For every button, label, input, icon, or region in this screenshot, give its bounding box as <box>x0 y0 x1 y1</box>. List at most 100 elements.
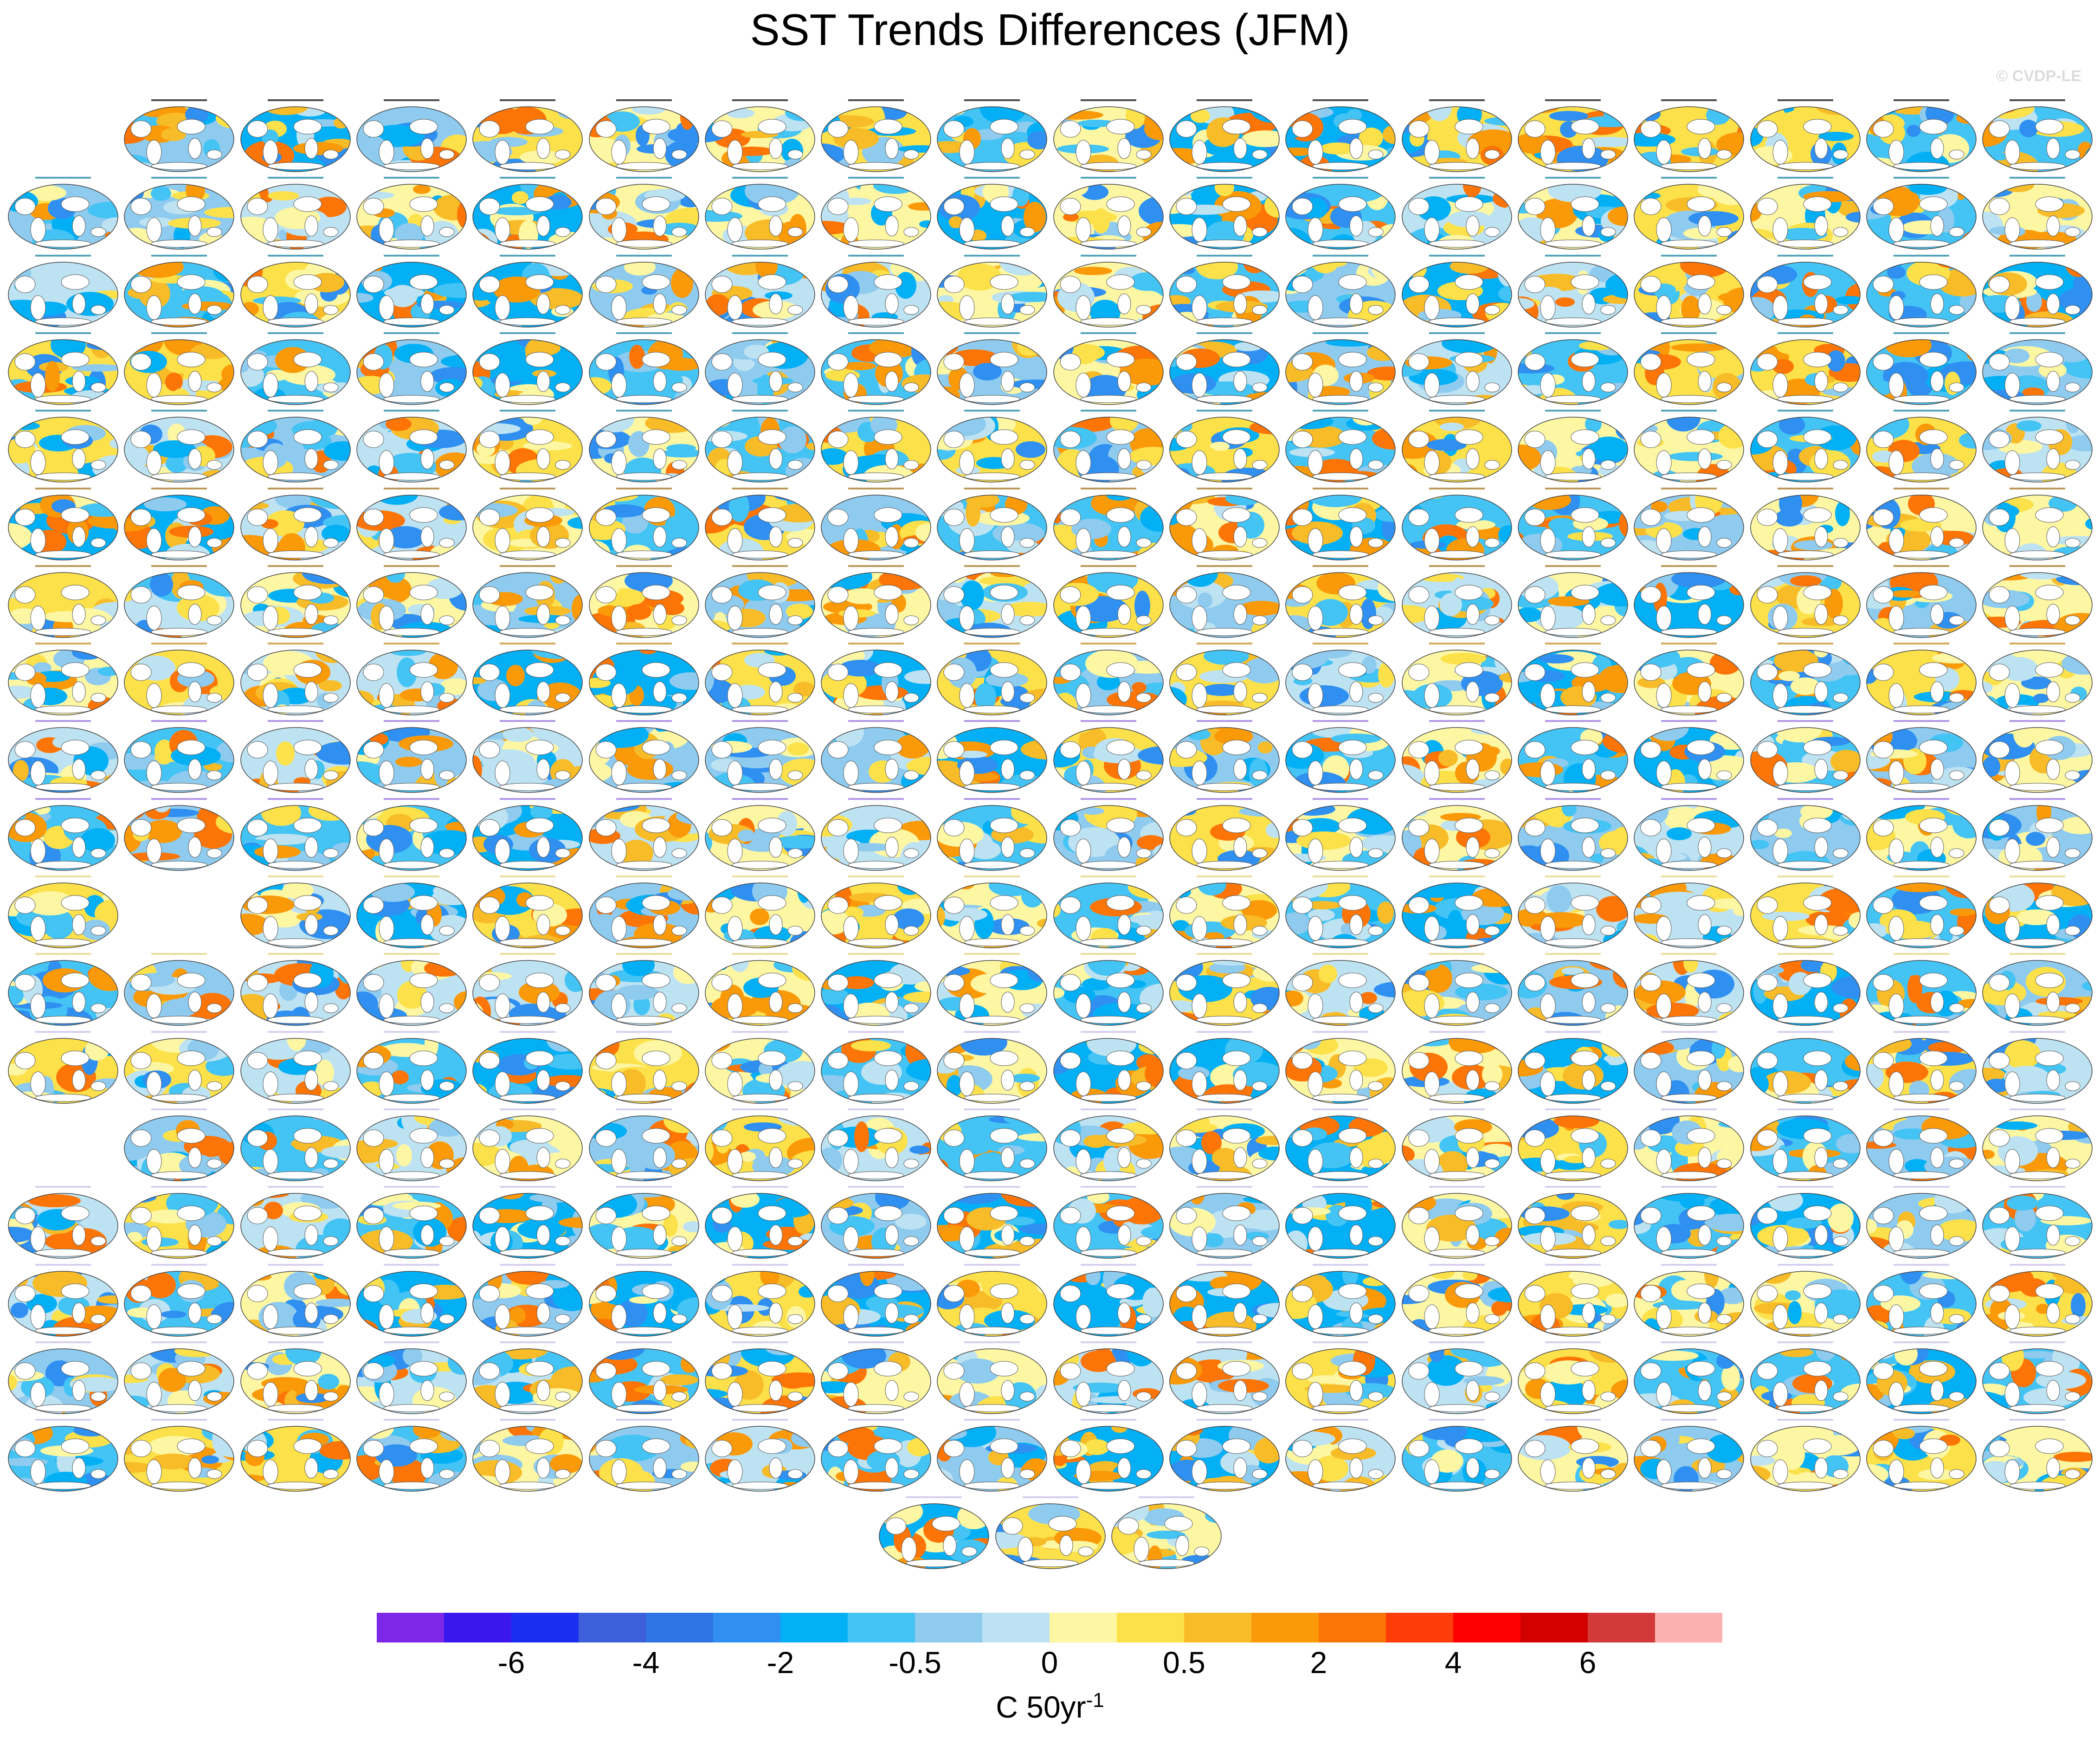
map-panel <box>1167 640 1282 719</box>
map-panel <box>934 1261 1050 1340</box>
map-panel <box>1399 329 1514 408</box>
map-panel <box>238 562 353 641</box>
map-panel <box>238 1339 353 1417</box>
map-panel <box>6 329 121 408</box>
map-panel <box>238 1261 353 1340</box>
map-panel <box>1980 562 2095 641</box>
map-panel <box>1748 174 1863 253</box>
map-panel <box>1864 1183 1979 1262</box>
map-panel <box>702 1028 818 1107</box>
map-panel <box>1399 407 1514 486</box>
map-panel <box>1051 329 1166 408</box>
map-panel <box>1515 950 1630 1029</box>
map-panel <box>1283 795 1398 874</box>
map-panel <box>1051 485 1166 564</box>
map-panel <box>1631 97 1746 175</box>
map-panel <box>702 97 818 175</box>
map-panel <box>1864 640 1979 719</box>
map-panel <box>354 1339 469 1417</box>
map-panel <box>1980 640 2095 719</box>
map-panel <box>122 1416 237 1495</box>
map-panel <box>6 407 121 486</box>
map-panel <box>354 795 469 874</box>
watermark: © CVDP-LE <box>1996 67 2081 85</box>
map-panel <box>238 329 353 408</box>
colorbar-tick-label: -2 <box>767 1645 794 1680</box>
map-panel <box>1051 717 1166 796</box>
map-panel <box>1399 1106 1514 1185</box>
map-panel <box>1515 1416 1630 1495</box>
map-panel <box>586 485 702 564</box>
map-panel <box>934 407 1050 486</box>
map-panel <box>1283 97 1398 175</box>
map-panel <box>238 97 353 175</box>
map-panel <box>993 1494 1108 1572</box>
colorbar-box <box>1386 1613 1453 1642</box>
map-panel <box>354 252 469 331</box>
colorbar-box <box>579 1613 646 1642</box>
map-panel <box>934 1106 1050 1185</box>
map-panel <box>470 1261 585 1340</box>
map-panel <box>354 1028 469 1107</box>
colorbar-labels: -6 -4 -2 -0.5 0 0.5 2 4 6 <box>377 1645 1722 1687</box>
map-panel <box>354 1261 469 1340</box>
map-panel <box>1980 795 2095 874</box>
map-panel <box>1399 873 1514 952</box>
map-panel <box>702 407 818 486</box>
map-panel <box>6 795 121 874</box>
map-panel <box>1399 717 1514 796</box>
map-panel <box>470 1416 585 1495</box>
map-panel <box>122 1339 237 1417</box>
colorbar <box>377 1613 1722 1642</box>
map-panel <box>1864 873 1979 952</box>
map-panel <box>818 485 934 564</box>
map-panel <box>1051 1106 1166 1185</box>
colorbar-box <box>1050 1613 1117 1642</box>
map-panel <box>586 252 702 331</box>
colorbar-box <box>915 1613 982 1642</box>
colorbar-tick-label: -0.5 <box>889 1645 941 1680</box>
map-panel <box>1167 329 1282 408</box>
map-panel <box>1051 97 1166 175</box>
map-panel <box>1283 1183 1398 1262</box>
map-panel <box>6 1028 121 1107</box>
map-panel <box>1283 1106 1398 1185</box>
map-panel <box>6 717 121 796</box>
map-panel <box>1283 329 1398 408</box>
map-panel <box>354 1416 469 1495</box>
map-panel <box>934 873 1050 952</box>
map-panel <box>1631 562 1746 641</box>
map-panel <box>1515 252 1630 331</box>
map-panel <box>934 1028 1050 1107</box>
map-panel <box>1980 1106 2095 1185</box>
map-panel <box>238 1183 353 1262</box>
map-panel <box>122 562 237 641</box>
map-panel <box>238 795 353 874</box>
map-panel <box>6 1416 121 1495</box>
colorbar-box <box>444 1613 511 1642</box>
colorbar-tick-label: -6 <box>497 1645 525 1680</box>
map-panel <box>1051 1183 1166 1262</box>
map-panel <box>470 407 585 486</box>
map-panel <box>586 1416 702 1495</box>
map-panel <box>354 407 469 486</box>
map-panel <box>934 950 1050 1029</box>
map-panel <box>1051 562 1166 641</box>
map-panel <box>1631 873 1746 952</box>
map-panel <box>1864 174 1979 253</box>
map-panel <box>934 329 1050 408</box>
map-panel <box>1631 1339 1746 1417</box>
map-panel <box>1167 873 1282 952</box>
map-panel <box>1283 717 1398 796</box>
map-panel <box>1515 562 1630 641</box>
map-panel <box>1283 252 1398 331</box>
map-panel <box>6 485 121 564</box>
map-panel <box>1399 1261 1514 1340</box>
map-panel <box>702 717 818 796</box>
map-panel <box>238 717 353 796</box>
map-panel <box>1980 950 2095 1029</box>
map-panel <box>702 950 818 1029</box>
map-panel <box>1631 717 1746 796</box>
map-panel <box>1864 1416 1979 1495</box>
map-panel <box>1399 252 1514 331</box>
